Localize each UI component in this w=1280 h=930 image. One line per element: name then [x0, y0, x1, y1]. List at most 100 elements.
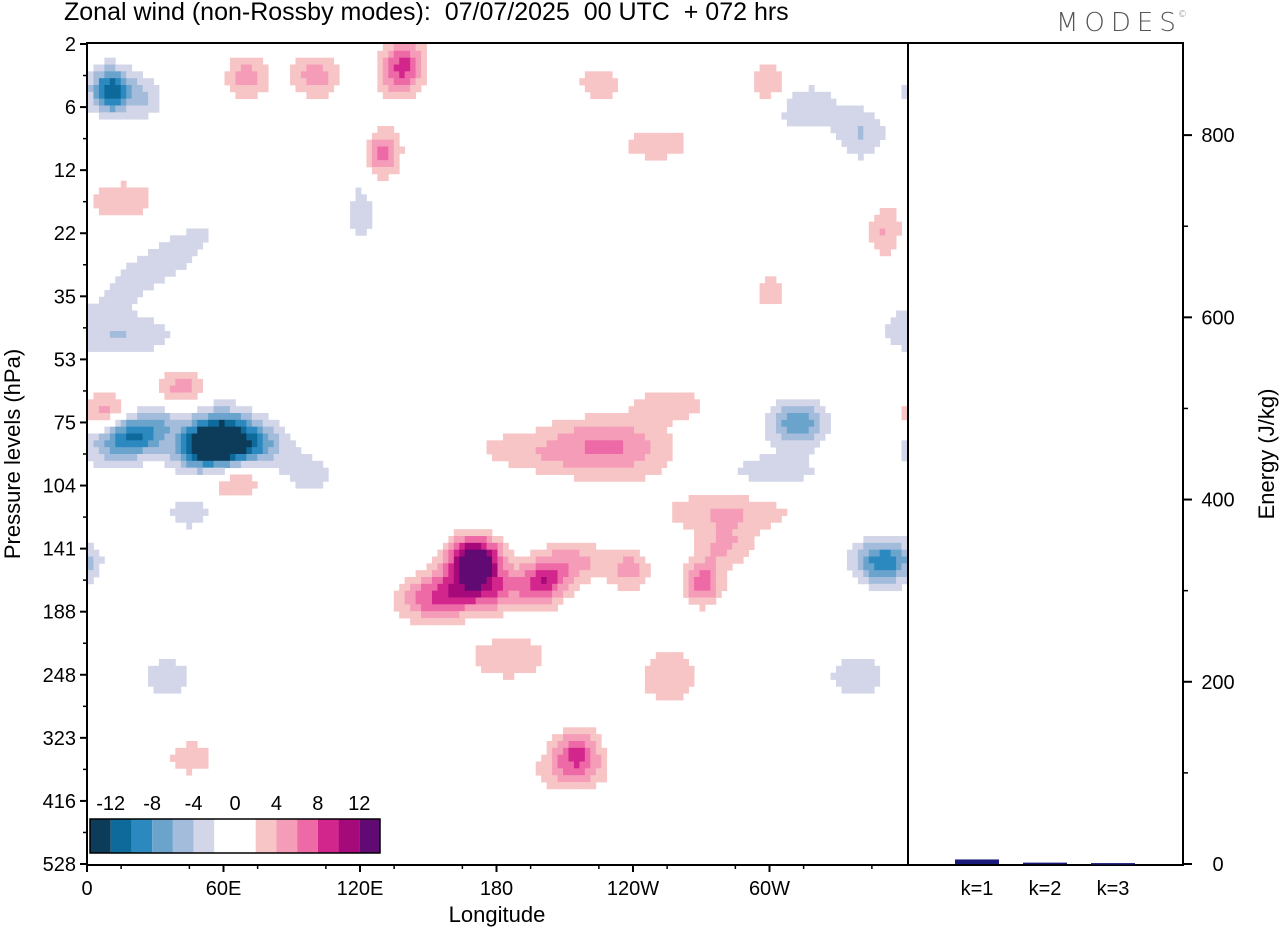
heatmap-cell — [563, 761, 569, 769]
heatmap-cell — [628, 460, 635, 469]
heatmap-cell — [377, 173, 384, 182]
heatmap-cell — [164, 447, 171, 455]
heatmap-cell — [158, 440, 165, 448]
heatmap-cell — [311, 91, 318, 100]
heatmap-cell — [88, 563, 94, 571]
heatmap-cell — [93, 64, 100, 72]
heatmap-cell — [628, 467, 635, 475]
heatmap-cell — [524, 577, 531, 585]
heatmap-cell — [595, 413, 602, 421]
heatmap-cell — [628, 419, 635, 428]
heatmap-cell — [377, 50, 384, 59]
heatmap-cell — [743, 536, 750, 544]
heatmap-cell — [677, 146, 684, 154]
heatmap-cell — [896, 542, 902, 551]
heatmap-cell — [169, 242, 176, 250]
heatmap-cell — [415, 597, 422, 605]
heatmap-cell — [825, 419, 831, 428]
heatmap-cell — [164, 679, 171, 687]
heatmap-cell — [322, 91, 329, 100]
heatmap-cell — [546, 775, 553, 783]
heatmap-cell — [453, 556, 460, 564]
heatmap-cell — [126, 324, 133, 332]
heatmap-cell — [786, 98, 793, 106]
heatmap-cell — [93, 331, 100, 339]
heatmap-cell — [792, 406, 799, 414]
heatmap-cell — [639, 570, 646, 578]
heatmap-cell — [590, 78, 597, 86]
heatmap-cell — [153, 686, 160, 694]
heatmap-cell — [595, 563, 602, 571]
heatmap-cell — [546, 549, 553, 557]
heatmap-cell — [126, 426, 133, 434]
heatmap-cell — [743, 522, 750, 530]
heatmap-cell — [131, 98, 138, 106]
heatmap-cell — [131, 454, 138, 462]
heatmap-cell — [579, 577, 586, 585]
heatmap-cell — [655, 652, 662, 660]
heatmap-cell — [846, 672, 853, 680]
heatmap-cell — [803, 454, 810, 462]
heatmap-cell — [699, 549, 706, 557]
heatmap-cell — [846, 679, 853, 687]
heatmap-cell — [650, 447, 657, 455]
heatmap-cell — [191, 433, 198, 441]
heatmap-cell — [573, 549, 580, 557]
heatmap-cell — [213, 413, 220, 421]
heatmap-cell — [382, 64, 389, 72]
heatmap-cell — [295, 454, 302, 462]
heatmap-cell — [393, 153, 400, 161]
heatmap-cell — [175, 761, 182, 769]
heatmap-cell — [382, 160, 389, 168]
heatmap-cell — [213, 460, 220, 469]
heatmap-cell — [306, 57, 313, 65]
heatmap-cell — [186, 372, 193, 380]
heatmap-cell — [464, 563, 471, 571]
heatmap-cell — [240, 78, 247, 86]
heatmap-cell — [590, 71, 597, 79]
heatmap-cell — [721, 501, 728, 510]
heatmap-cell — [126, 187, 133, 195]
heatmap-cell — [896, 228, 902, 236]
heatmap-cell — [251, 460, 258, 469]
heatmap-cell — [262, 64, 269, 72]
heatmap-cell — [229, 64, 236, 72]
heatmap-cell — [120, 296, 127, 305]
heatmap-cell — [737, 467, 744, 475]
colorbar-label: 4 — [271, 793, 282, 815]
heatmap-cell — [552, 467, 558, 475]
heatmap-cell — [197, 501, 204, 510]
heatmap-cell — [584, 556, 591, 564]
heatmap-cell — [579, 768, 586, 776]
heatmap-cell — [781, 460, 788, 469]
heatmap-cell — [169, 460, 176, 469]
heatmap-cell — [803, 399, 810, 407]
heatmap-cell — [464, 542, 471, 551]
heatmap-cell — [579, 433, 586, 441]
heatmap-cell — [573, 583, 580, 592]
heatmap-cell — [552, 426, 558, 434]
heatmap-cell — [808, 433, 815, 441]
heatmap-cell — [153, 406, 160, 414]
heatmap-cell — [486, 665, 493, 674]
heatmap-cell — [584, 768, 591, 776]
heatmap-cell — [93, 440, 100, 448]
heatmap-cell — [388, 160, 395, 168]
heatmap-cell — [868, 536, 875, 544]
heatmap-cell — [552, 775, 558, 783]
heatmap-cell — [148, 419, 154, 428]
heatmap-cell — [639, 556, 646, 564]
heatmap-cell — [617, 474, 624, 482]
heatmap-cell — [595, 570, 602, 578]
heatmap-cell — [530, 590, 537, 598]
heatmap-cell — [191, 761, 198, 769]
heatmap-cell — [830, 126, 837, 134]
heatmap-cell — [470, 536, 477, 544]
heatmap-cell — [246, 481, 253, 489]
heatmap-cell — [677, 132, 684, 141]
heatmap-cell — [901, 406, 908, 414]
heatmap-cell — [535, 467, 542, 475]
heatmap-cell — [98, 440, 105, 448]
heatmap-cell — [251, 447, 258, 455]
heatmap-cell — [666, 672, 673, 680]
